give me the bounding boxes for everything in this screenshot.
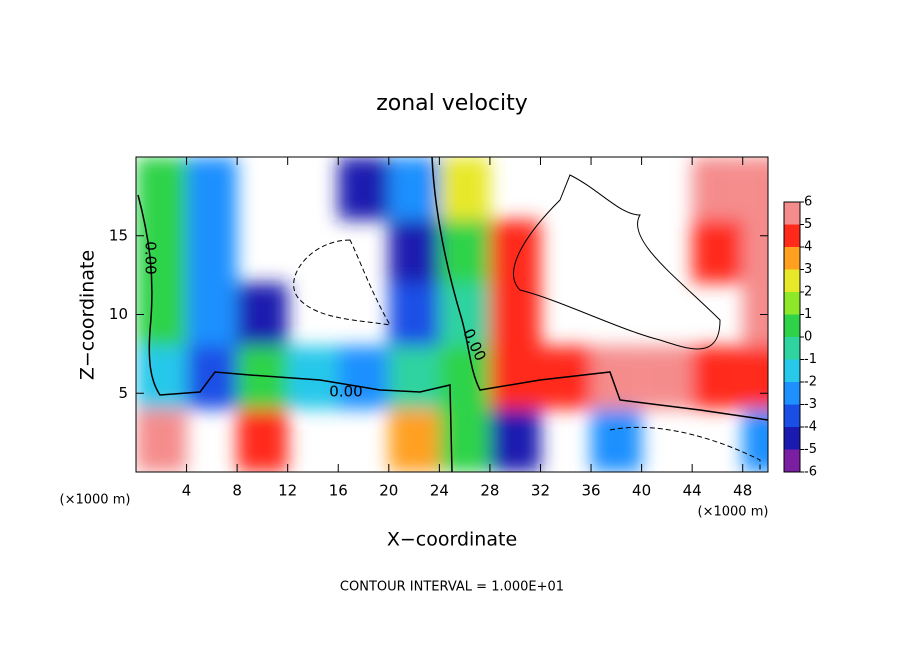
field-cell: [136, 220, 187, 283]
x-unit: (×1000 m): [698, 505, 769, 520]
x-tick-label: 8: [232, 482, 242, 500]
colorbar-tick-label: 3: [804, 262, 812, 277]
field-cell: [388, 409, 440, 472]
field-cell: [692, 220, 743, 283]
x-tick-label: 28: [480, 482, 499, 500]
colorbar-bin: [784, 404, 800, 427]
field-cell: [136, 346, 187, 409]
field-cell: [439, 157, 490, 220]
colorbar-bin: [784, 382, 800, 405]
colorbar-tick-label: 5: [804, 217, 812, 232]
field-cell: [237, 409, 288, 472]
x-tick-label: 44: [683, 482, 702, 500]
field-cell: [692, 346, 743, 409]
field-cell: [388, 157, 440, 220]
field-cell: [489, 283, 541, 346]
x-tick-label: 40: [632, 482, 651, 500]
colorbar-bin: [784, 202, 800, 225]
field-cell: [388, 283, 440, 346]
x-tick-label: 16: [329, 482, 348, 500]
colorbar-bin: [784, 427, 800, 450]
field-cell: [388, 346, 440, 409]
field-cell: [237, 283, 288, 346]
x-tick-label: 4: [182, 482, 192, 500]
footer: CONTOUR INTERVAL = 1.000E+01: [340, 580, 564, 595]
x-tick-label: 20: [379, 482, 398, 500]
field-cell: [388, 220, 440, 283]
field-cell: [186, 346, 238, 409]
colorbar-bin: [784, 224, 800, 247]
x-tick-label: 32: [531, 482, 550, 500]
y-unit: (×1000 m): [60, 493, 131, 508]
colorbar-tick-label: 2: [804, 285, 812, 300]
field-cell: [439, 220, 490, 283]
field-cell: [742, 346, 768, 409]
field-cell: [136, 409, 187, 472]
x-axis-label: X−coordinate: [387, 529, 517, 551]
colorbar-tick-label: -6: [804, 465, 817, 480]
field-cell: [338, 157, 389, 220]
contour: [513, 174, 721, 350]
colorbar-bin: [784, 337, 800, 360]
contour-label: 0.00: [329, 383, 362, 401]
colorbar-bin: [784, 359, 800, 382]
zero-contour: [137, 194, 453, 472]
field-cell: [439, 409, 490, 472]
contour: [609, 426, 761, 472]
y-axis-label: Z−coordinate: [77, 250, 99, 380]
colorbar-tick-label: -2: [804, 375, 817, 390]
field-cell: [692, 157, 743, 220]
colorbar-tick-label: 1: [804, 307, 812, 322]
contour-label: 0.00: [142, 241, 160, 274]
field-cell: [489, 409, 541, 472]
field: [136, 157, 768, 472]
colorbar-bin: [784, 314, 800, 337]
colorbar-bin: [784, 292, 800, 315]
field-cells: [136, 157, 768, 472]
field-cell: [591, 409, 642, 472]
colorbar-bin: [784, 449, 800, 472]
x-tick-label: 36: [581, 482, 600, 500]
field-cell: [186, 220, 238, 283]
colorbar-tick-label: 6: [804, 195, 812, 210]
field-cell: [489, 220, 541, 283]
field-cell: [338, 346, 389, 409]
colorbar-tick-label: -1: [804, 352, 817, 367]
colorbar-tick-label: 0: [804, 330, 812, 345]
colorbar-tick-label: -3: [804, 397, 817, 412]
zero-contour: [431, 157, 768, 421]
field-cell: [489, 346, 541, 409]
field-cell: [742, 157, 768, 220]
y-tick-label: 5: [118, 384, 128, 402]
field-cell: [136, 157, 187, 220]
field-cell: [439, 346, 490, 409]
colorbar-bin: [784, 269, 800, 292]
field-cell: [186, 283, 238, 346]
field-cell: [287, 346, 339, 409]
field-cell: [641, 346, 693, 409]
field-cell: [439, 283, 490, 346]
y-tick-label: 10: [109, 305, 128, 323]
x-tick-label: 24: [430, 482, 449, 500]
colorbar-tick-label: -5: [804, 442, 817, 457]
x-tick-label: 12: [278, 482, 297, 500]
colorbar-tick-label: -4: [804, 420, 817, 435]
contour: [293, 239, 391, 326]
x-tick-label: 48: [733, 482, 752, 500]
y-tick-label: 15: [109, 226, 128, 244]
field-cell: [742, 220, 768, 283]
colorbar-bin: [784, 247, 800, 270]
contours: [137, 157, 768, 472]
field-cell: [591, 346, 642, 409]
colorbar-tick-label: 4: [804, 240, 812, 255]
field-cell: [136, 283, 187, 346]
chart-title: zonal velocity: [376, 91, 528, 116]
field-cell: [186, 157, 238, 220]
